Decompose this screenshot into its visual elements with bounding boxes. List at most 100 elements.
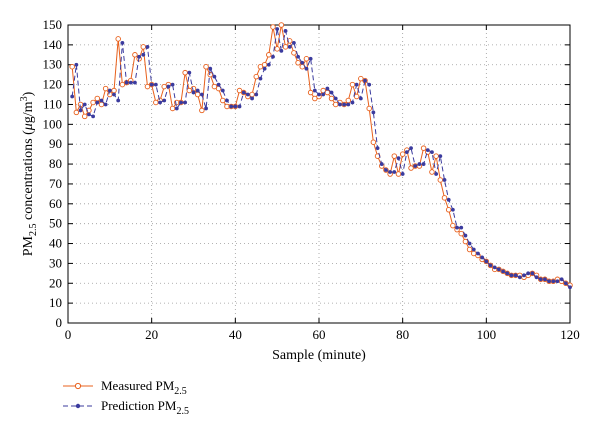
data-point xyxy=(522,273,526,278)
data-point xyxy=(379,162,384,166)
data-point xyxy=(258,76,263,81)
data-point xyxy=(492,265,497,270)
data-point xyxy=(308,56,313,61)
y-axis-title-close: ) xyxy=(21,91,36,96)
data-point xyxy=(94,95,101,102)
data-point xyxy=(137,54,142,59)
grid xyxy=(68,25,570,323)
data-point xyxy=(445,207,452,213)
data-point xyxy=(170,82,175,87)
data-point xyxy=(191,90,196,95)
data-point xyxy=(303,56,310,62)
y-axis-title: PM2.5 concentrations (μg/m3) xyxy=(19,91,39,256)
data-point xyxy=(166,84,171,89)
data-point xyxy=(437,177,444,183)
data-point xyxy=(271,54,275,59)
data-point xyxy=(371,110,376,115)
data-point xyxy=(141,52,146,57)
data-point xyxy=(509,273,514,278)
data-point xyxy=(274,46,280,52)
data-point xyxy=(233,104,238,109)
legend-marker-measured xyxy=(74,382,82,390)
data-point xyxy=(396,156,401,161)
data-point xyxy=(245,92,250,97)
data-point xyxy=(225,98,229,103)
data-point xyxy=(103,102,108,107)
data-point xyxy=(300,60,305,65)
data-point xyxy=(216,82,221,87)
y-axis-title-unit-mu: μ xyxy=(21,123,36,131)
data-point xyxy=(496,267,501,272)
data-point xyxy=(450,207,455,212)
legend-item-measured: Measured PM2.5 xyxy=(63,378,187,397)
data-point xyxy=(262,66,267,71)
data-point xyxy=(317,92,321,97)
data-point xyxy=(501,269,505,274)
data-point xyxy=(429,169,435,175)
y-tick-label: 120 xyxy=(43,77,63,92)
x-tick-label: 100 xyxy=(477,327,497,342)
legend-item-prediction: Prediction PM2.5 xyxy=(63,398,189,417)
y-axis: 0 10 20 30 40 50 60 70 80 90 100 110 120 130 140 150 xyxy=(43,17,570,330)
data-point xyxy=(237,104,242,109)
data-point xyxy=(484,259,489,264)
data-point xyxy=(208,66,213,71)
y-tick-label: 150 xyxy=(43,17,63,32)
y-axis-title-rest: concentrations ( xyxy=(21,130,36,224)
y-tick-label: 20 xyxy=(49,275,62,290)
data-point xyxy=(162,98,167,103)
data-point xyxy=(367,82,372,87)
y-tick-label: 110 xyxy=(43,96,62,111)
data-point xyxy=(145,44,150,49)
data-point xyxy=(169,105,176,112)
y-axis-title-unit-g: g/m xyxy=(21,101,36,123)
y-tick-label: 100 xyxy=(43,116,63,131)
data-point xyxy=(220,88,225,93)
x-tick-label: 60 xyxy=(313,327,326,342)
data-point xyxy=(559,277,564,282)
data-point xyxy=(140,44,147,50)
data-point xyxy=(455,225,459,230)
data-point xyxy=(388,170,393,174)
data-point xyxy=(312,88,317,93)
y-tick-label: 30 xyxy=(49,255,62,270)
data-point xyxy=(132,52,138,58)
data-point xyxy=(366,105,372,112)
data-point xyxy=(212,74,217,79)
data-point xyxy=(115,36,121,42)
data-point xyxy=(350,100,355,105)
data-point xyxy=(99,98,104,103)
data-point xyxy=(467,241,472,246)
y-axis-title-unit-superscript: 3 xyxy=(19,96,30,101)
data-point xyxy=(295,59,301,66)
data-point xyxy=(476,251,480,256)
data-point xyxy=(324,89,331,96)
data-point xyxy=(187,70,192,75)
data-point xyxy=(283,29,288,33)
data-point xyxy=(69,63,75,70)
data-point xyxy=(345,97,352,104)
y-tick-label: 60 xyxy=(49,196,62,211)
data-point xyxy=(266,62,271,67)
data-point xyxy=(413,164,418,168)
x-tick-label: 40 xyxy=(229,327,242,342)
data-point xyxy=(91,114,95,119)
data-point xyxy=(199,107,205,114)
data-point xyxy=(433,153,439,159)
data-point xyxy=(391,153,398,159)
data-point xyxy=(266,52,272,58)
data-point xyxy=(249,91,255,98)
data-point xyxy=(530,271,535,276)
data-point xyxy=(342,102,346,107)
data-point xyxy=(321,92,326,97)
data-point xyxy=(111,87,117,94)
data-point xyxy=(384,168,388,172)
y-axis-title-subscript: 2.5 xyxy=(28,224,39,237)
y-tick-label: 50 xyxy=(49,216,62,231)
data-point xyxy=(547,279,551,284)
data-point xyxy=(241,90,246,95)
data-point xyxy=(81,113,88,120)
data-point xyxy=(409,146,413,151)
series-measured xyxy=(69,22,573,289)
data-point xyxy=(568,285,572,290)
